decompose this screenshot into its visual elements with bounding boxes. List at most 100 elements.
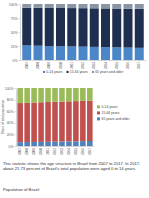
bar-segment <box>67 8 76 46</box>
bar-segment <box>45 46 54 60</box>
bar-segment <box>67 46 76 60</box>
x-tick-label: 2011 <box>70 62 74 69</box>
x-tick-mark <box>27 146 28 147</box>
y-tick: 25% <box>11 45 20 49</box>
x-tick: 2015 <box>74 146 78 155</box>
y-tick-mark <box>15 146 17 147</box>
legend-label: 65 years and older <box>95 70 124 74</box>
bar-segment <box>38 102 44 142</box>
bars <box>22 4 144 60</box>
bar-segment <box>135 9 144 48</box>
paragraph: Population of Brazil <box>3 187 39 192</box>
bar-segment <box>124 9 133 48</box>
bar-segment <box>90 8 99 47</box>
bar-segment <box>45 88 51 102</box>
y-tick-label: 60% <box>7 110 14 114</box>
x-tick-label: 2011 <box>46 148 50 155</box>
y-axis-line <box>20 5 21 61</box>
y-tick-mark <box>15 88 17 89</box>
x-tick-mark <box>49 60 50 61</box>
y-tick-mark <box>19 18 21 19</box>
bar-segment <box>80 88 86 101</box>
y-tick-mark <box>19 32 21 33</box>
bar-segment <box>101 4 110 8</box>
x-tick-label: 2013 <box>60 148 64 155</box>
bar-segment <box>87 88 93 101</box>
legend-swatch <box>97 117 100 120</box>
legend-item: 15-64 years <box>97 111 120 115</box>
x-tick-mark <box>128 60 129 61</box>
y-tick-label: 80% <box>7 98 14 102</box>
bar-segment <box>112 4 121 9</box>
legend-label: 0-14 years <box>102 105 118 109</box>
paragraph: This statistic shows the age structure i… <box>3 161 140 171</box>
y-tick-mark <box>15 100 17 101</box>
x-tick-mark <box>105 60 106 61</box>
y-tick-label: 20% <box>7 133 14 137</box>
legend-label: 0-14 years <box>46 70 62 74</box>
x-tick-mark <box>61 146 62 147</box>
x-tick-mark <box>89 146 90 147</box>
bar-segment <box>79 4 88 8</box>
x-tick-mark <box>82 146 83 147</box>
x-tick: 2011 <box>46 146 50 155</box>
legend-item: 15-64 years <box>66 70 88 74</box>
x-tick: 2014 <box>67 146 71 155</box>
y-tick-label: 75% <box>11 17 18 21</box>
bar-segment <box>66 141 72 146</box>
x-tick-mark <box>34 146 35 147</box>
y-tick: 100% <box>9 3 20 7</box>
bar-segment <box>52 88 58 102</box>
x-tick-label: 2009 <box>47 62 51 69</box>
x-tick-label: 2016 <box>126 62 130 69</box>
y-tick: 0% <box>9 145 16 149</box>
x-tick-mark <box>55 146 56 147</box>
x-tick-mark <box>116 60 117 61</box>
legend-item: 0-14 years <box>97 105 118 109</box>
x-tick-mark <box>83 60 84 61</box>
bar-segment <box>22 8 31 46</box>
y-tick-label: 0% <box>13 59 18 63</box>
x-tick: 2011 <box>70 60 74 69</box>
x-tick-label: 2010 <box>39 148 43 155</box>
x-tick-label: 2010 <box>59 62 63 69</box>
x-tick-mark <box>26 60 27 61</box>
x-tick-label: 2009 <box>32 148 36 155</box>
bar-segment <box>24 88 30 103</box>
y-tick: 80% <box>7 98 16 102</box>
x-tick: 2009 <box>32 146 36 155</box>
bar-segment <box>73 88 79 101</box>
bar-segment <box>22 45 31 60</box>
x-tick-label: 2015 <box>115 62 119 69</box>
bar-segment <box>66 101 72 141</box>
x-tick-mark <box>41 146 42 147</box>
legend-item: 65 years and older <box>92 70 124 74</box>
x-tick-mark <box>139 60 140 61</box>
legend-swatch <box>92 71 94 73</box>
bar-segment <box>45 8 54 46</box>
legend-label: 15-64 years <box>102 111 120 115</box>
y-tick-label: 40% <box>7 121 14 125</box>
y-axis-line <box>16 89 17 147</box>
x-tick: 2013 <box>60 146 64 155</box>
x-tick: 2017 <box>88 146 92 155</box>
x-tick-mark <box>94 60 95 61</box>
y-tick-label: 0% <box>9 145 14 149</box>
x-tick-label: 2017 <box>137 62 141 69</box>
legend-item: 0-14 years <box>43 70 63 74</box>
bar-segment <box>34 46 43 60</box>
x-axis: 2007200820092010201120122013201420152016… <box>21 60 147 69</box>
bar-segment <box>73 141 79 146</box>
bar-segment <box>38 88 44 102</box>
bar-segment <box>34 8 43 46</box>
bar-segment <box>24 103 30 142</box>
x-tick-label: 2014 <box>67 148 71 155</box>
y-tick-mark <box>19 46 21 47</box>
x-tick: 2008 <box>36 60 40 69</box>
chart: 0%20%40%60%80%100%2007200820092010201120… <box>1 87 130 156</box>
x-tick: 2007 <box>25 60 29 69</box>
y-tick: 60% <box>7 110 16 114</box>
x-tick-label: 2008 <box>25 148 29 155</box>
x-tick: 2007 <box>18 146 22 155</box>
bar-segment <box>67 4 76 8</box>
